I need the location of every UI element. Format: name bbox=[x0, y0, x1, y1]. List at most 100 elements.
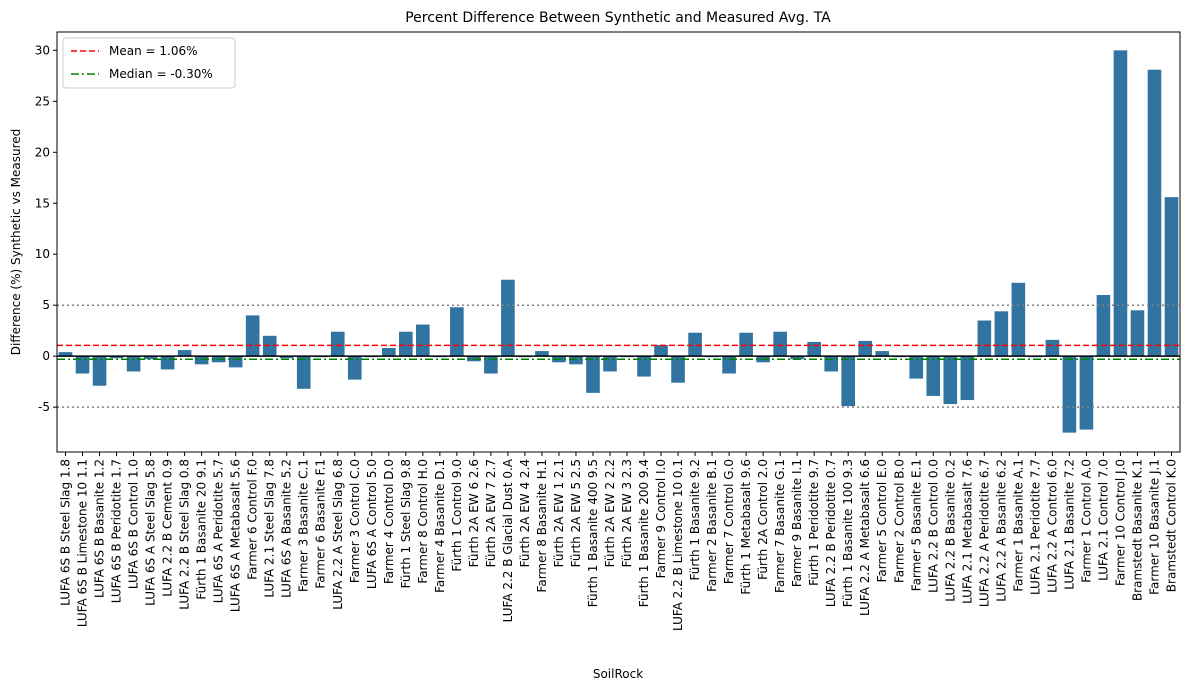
bar bbox=[228, 356, 243, 368]
x-tick-label: Bramstedt Control K.0 bbox=[1164, 459, 1178, 592]
x-tick-label: LUFA 6S B Basanite 1.2 bbox=[93, 459, 107, 598]
bar bbox=[926, 356, 941, 396]
bar bbox=[1062, 356, 1077, 433]
bar bbox=[637, 356, 651, 377]
bar bbox=[790, 356, 804, 360]
bar bbox=[722, 356, 736, 374]
x-tick-label: Fürth 2A EW 5 2.5 bbox=[569, 459, 583, 567]
x-tick-label: LUFA 2.2 B Peridotite 0.7 bbox=[824, 459, 838, 607]
bar bbox=[841, 356, 856, 407]
x-tick-label: LUFA 2.1 Control 7.0 bbox=[1096, 459, 1110, 581]
x-tick-label: Farmer 8 Control H.0 bbox=[416, 459, 430, 584]
plot-frame bbox=[56, 31, 1181, 453]
bar bbox=[109, 356, 124, 359]
x-tick-label: LUFA 2.2 A Control 6.0 bbox=[1045, 459, 1059, 593]
x-tick-label: Farmer 1 Control A.0 bbox=[1079, 459, 1093, 583]
x-tick-label: Fürth 1 Basanite 200 9.4 bbox=[637, 459, 651, 607]
bar bbox=[858, 340, 873, 357]
y-tick-label: 30 bbox=[35, 43, 50, 57]
chart-title: Percent Difference Between Synthetic and… bbox=[405, 10, 831, 26]
bar bbox=[671, 356, 685, 383]
x-tick-label: Fürth 1 Basanite 400 9.5 bbox=[586, 459, 600, 607]
x-tick-label: Fürth 1 Basanite 20 9.1 bbox=[195, 459, 209, 600]
bar bbox=[399, 331, 413, 357]
x-tick-label: Fürth 1 Metabasalt 9.6 bbox=[739, 459, 753, 595]
x-tick-label: Farmer 5 Control E.0 bbox=[875, 459, 889, 582]
bar bbox=[92, 356, 107, 386]
x-tick-label: LUFA 2.1 Basanite 7.2 bbox=[1062, 459, 1076, 590]
y-tick-label: 15 bbox=[35, 196, 50, 210]
bar bbox=[177, 350, 192, 357]
x-tick-label: Fürth 1 Basanite 100 9.3 bbox=[841, 459, 855, 607]
x-tick-label: Farmer 7 Basanite G.1 bbox=[773, 459, 787, 593]
x-tick-label: Farmer 10 Control J.0 bbox=[1113, 459, 1127, 586]
x-tick-label: Farmer 7 Control G.0 bbox=[722, 459, 736, 584]
bar bbox=[450, 307, 464, 357]
x-tick-label: Fürth 2A Control 2.0 bbox=[756, 459, 770, 580]
x-tick-label: Farmer 9 Basanite I.1 bbox=[790, 459, 804, 587]
x-tick-label: Fürth 1 Control 9.0 bbox=[450, 459, 464, 572]
x-tick-label: LUFA 2.1 Steel Slag 7.8 bbox=[263, 459, 277, 598]
bar bbox=[773, 331, 787, 357]
bar bbox=[501, 279, 515, 357]
x-tick-label: LUFA 2.2 B Glacial Dust 0.A bbox=[501, 458, 515, 622]
x-tick-label: LUFA 2.1 Peridotite 7.7 bbox=[1028, 459, 1042, 595]
bar bbox=[943, 356, 958, 405]
x-tick-label: LUFA 2.2 A Peridotite 6.7 bbox=[977, 459, 991, 607]
bar bbox=[194, 356, 209, 365]
x-tick-label: Fürth 1 Peridotite 9.7 bbox=[807, 459, 821, 586]
y-tick-label: -5 bbox=[38, 400, 50, 414]
y-axis-label: Difference (%) Synthetic vs Measured bbox=[9, 129, 23, 356]
x-tick-label: Fürth 1 Steel Slag 9.8 bbox=[399, 459, 413, 588]
x-tick-label: LUFA 2.2 B Control 0.0 bbox=[926, 459, 940, 593]
bar bbox=[1164, 197, 1179, 357]
x-tick-label: Bramstedt Basanite K.1 bbox=[1130, 459, 1144, 601]
bar bbox=[739, 332, 753, 357]
bar bbox=[535, 351, 549, 357]
y-tick-label: 5 bbox=[42, 298, 50, 312]
x-tick-label: LUFA 6S B Limestone 10 1.1 bbox=[76, 459, 90, 627]
x-tick-label: LUFA 6S A Steel Slag 5.8 bbox=[144, 459, 158, 606]
x-tick-label: Fürth 2A EW 6 2.6 bbox=[467, 459, 481, 567]
x-tick-label: Farmer 2 Control B.0 bbox=[892, 459, 906, 583]
bar bbox=[143, 356, 158, 360]
x-tick-label: Farmer 3 Control C.0 bbox=[348, 459, 362, 583]
x-tick-label: LUFA 2.2 B Limestone 10 0.1 bbox=[671, 459, 685, 631]
x-tick-label: Fürth 2A EW 3 2.3 bbox=[620, 459, 634, 567]
bar bbox=[330, 331, 345, 357]
bar bbox=[688, 332, 702, 357]
bar bbox=[824, 356, 838, 372]
bar bbox=[909, 356, 924, 379]
x-tick-label: LUFA 6S A Peridotite 5.7 bbox=[212, 459, 226, 603]
x-tick-label: Fürth 2A EW 1 2.1 bbox=[552, 459, 566, 567]
x-tick-label: Fürth 1 Basanite 9.2 bbox=[688, 459, 702, 580]
x-tick-label: Farmer 4 Basanite D.1 bbox=[433, 459, 447, 593]
x-tick-label: LUFA 6S A Metabasalt 5.6 bbox=[229, 459, 243, 612]
x-tick-label: LUFA 2.2 A Steel Slag 6.8 bbox=[331, 459, 345, 610]
x-tick-label: Farmer 1 Basanite A.1 bbox=[1011, 459, 1025, 592]
x-tick-label: LUFA 2.2 A Metabasalt 6.6 bbox=[858, 459, 872, 616]
y-tick-label: 0 bbox=[42, 349, 50, 363]
bar bbox=[75, 356, 90, 374]
bar bbox=[279, 356, 294, 359]
legend-label: Median = -0.30% bbox=[109, 67, 213, 81]
x-tick-label: LUFA 2.2 B Basanite 0.2 bbox=[943, 459, 957, 602]
bar bbox=[586, 356, 600, 393]
x-tick-label: Farmer 5 Basanite E.1 bbox=[909, 459, 923, 591]
bar bbox=[569, 356, 583, 365]
bar bbox=[994, 311, 1009, 357]
y-tick-label: 25 bbox=[35, 94, 50, 108]
bar bbox=[1147, 69, 1162, 357]
y-tick-label: 20 bbox=[35, 145, 50, 159]
bar bbox=[1045, 339, 1060, 357]
legend-frame bbox=[62, 37, 236, 89]
bar bbox=[1079, 356, 1094, 430]
x-tick-label: Farmer 10 Basanite J.1 bbox=[1147, 459, 1161, 595]
legend-label: Mean = 1.06% bbox=[109, 44, 198, 58]
x-tick-label: Fürth 2A EW 7 2.7 bbox=[484, 459, 498, 567]
x-tick-label: LUFA 6S A Basanite 5.2 bbox=[280, 459, 294, 598]
bar bbox=[654, 344, 668, 357]
bar bbox=[1096, 295, 1111, 357]
x-tick-label: LUFA 2.2 B Steel Slag 0.8 bbox=[178, 459, 192, 610]
